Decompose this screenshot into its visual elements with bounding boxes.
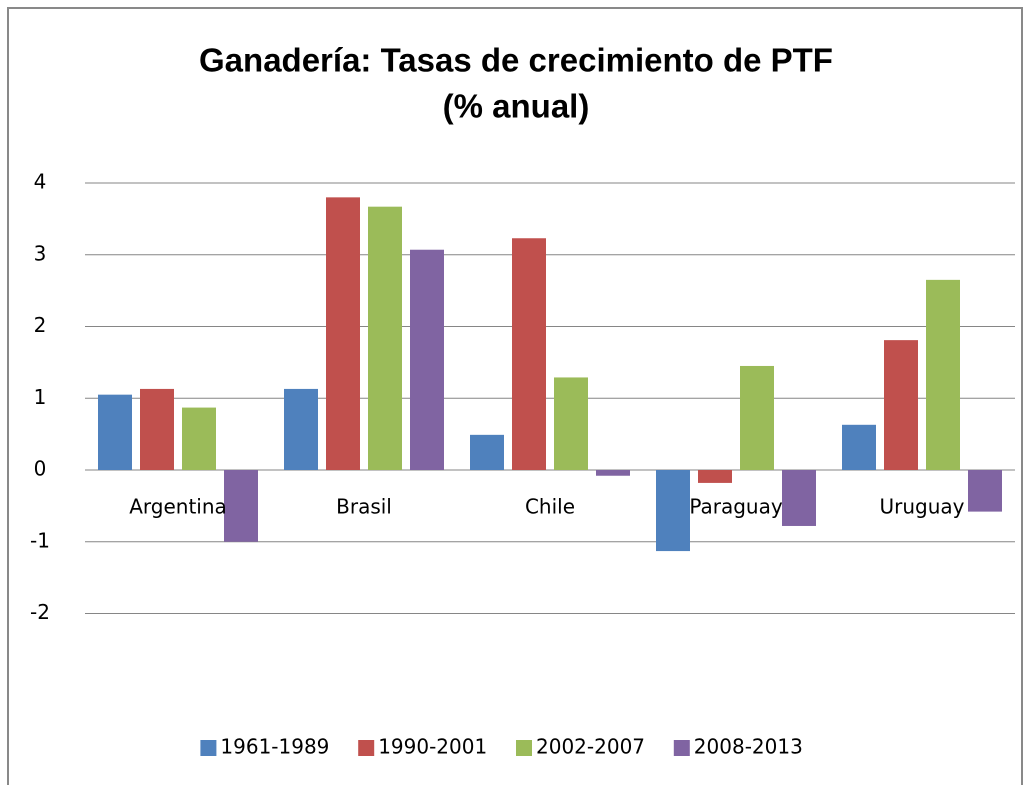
y-tick-label: 2 (34, 313, 47, 337)
bar (140, 388, 174, 470)
x-tick-label: Brasil (336, 495, 392, 519)
legend-label: 2002-2007 (536, 735, 645, 759)
y-tick-label: 3 (34, 241, 47, 265)
bar (926, 279, 960, 470)
legend-label: 1990-2001 (378, 735, 487, 759)
legend-swatch (673, 740, 690, 756)
y-tick-label: -1 (30, 528, 50, 552)
bar (368, 206, 402, 471)
y-tick-label: 0 (34, 457, 47, 481)
x-tick-label: Chile (525, 495, 575, 519)
bar (656, 470, 690, 552)
bar (98, 394, 132, 470)
bar (698, 470, 732, 483)
bar (740, 365, 774, 470)
x-tick-label: Argentina (129, 495, 227, 519)
bar (554, 377, 588, 470)
y-tick-label: 4 (34, 170, 47, 194)
y-tick-label: -2 (30, 600, 50, 624)
chart-title: Ganadería: Tasas de crecimiento de PTF (199, 42, 833, 79)
bar (410, 249, 444, 470)
bar (884, 340, 918, 470)
bar (326, 197, 360, 470)
x-tick-label: Uruguay (880, 495, 965, 519)
legend-swatch (358, 740, 375, 756)
bar (782, 470, 816, 526)
legend-swatch (516, 740, 532, 756)
x-tick-label: Paraguay (689, 495, 783, 519)
y-tick-label: 1 (34, 385, 47, 409)
bar (596, 470, 630, 476)
bar (284, 388, 318, 470)
bar (842, 424, 876, 470)
bar (968, 470, 1002, 512)
legend-swatch (200, 740, 217, 756)
chart-title: (% anual) (443, 88, 590, 125)
bar (470, 434, 504, 470)
legend-label: 2008-2013 (694, 735, 803, 759)
bar (224, 470, 258, 542)
bar (512, 238, 546, 470)
bar (182, 407, 216, 470)
legend-label: 1961-1989 (220, 735, 329, 759)
